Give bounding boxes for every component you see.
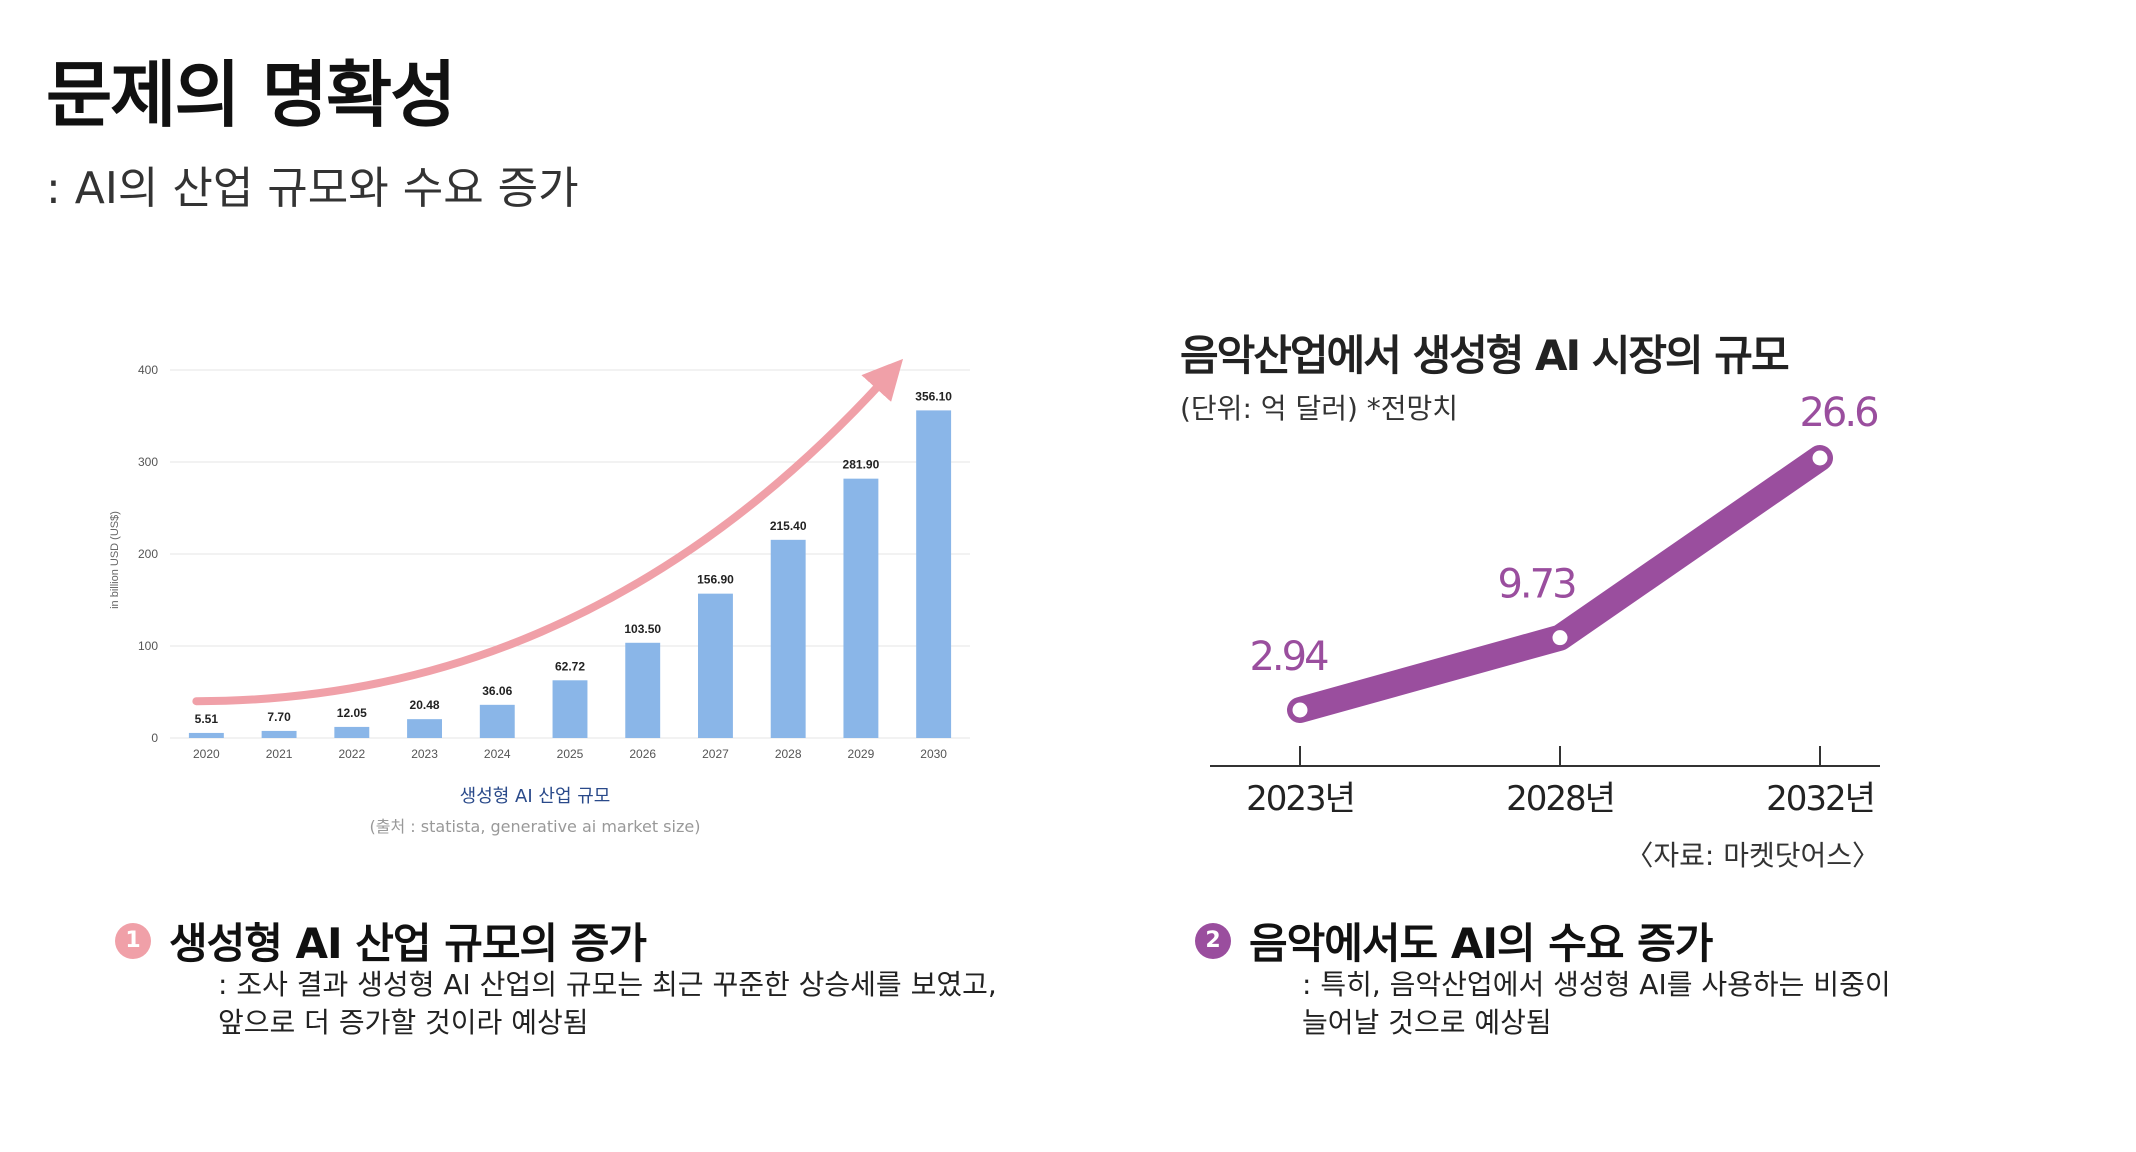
bar <box>698 593 733 738</box>
bar-data-label: 7.70 <box>267 710 291 724</box>
chart-caption-source: (출처 : statista, generative ai market siz… <box>370 817 701 836</box>
item-1-description: : 조사 결과 생성형 AI 산업의 규모는 최근 꾸준한 상승세를 보였고, … <box>218 968 997 1039</box>
item-2-number-badge: 2 <box>1195 922 1231 959</box>
bar <box>916 410 952 738</box>
y-tick-label: 400 <box>138 363 158 377</box>
item-2-description: : 특히, 음악산업에서 생성형 AI를 사용하는 비중이 늘어날 것으로 예상… <box>1302 968 1891 1039</box>
item-2-title: 음악에서도 AI의 수요 증가 <box>1249 919 1713 968</box>
y-tick-label: 200 <box>138 547 158 561</box>
bar-data-label: 281.90 <box>843 458 880 472</box>
x-tick-label: 2023 <box>411 747 438 761</box>
bar <box>843 478 879 738</box>
chart2-subtitle: (단위: 억 달러) *전망치 <box>1180 392 1458 425</box>
data-point <box>1809 447 1831 469</box>
growth-trend-arrow <box>192 358 904 706</box>
x-tick-label: 2028 <box>775 747 802 761</box>
bar-data-label: 215.40 <box>770 519 807 533</box>
item-2-heading: 2 음악에서도 AI의 수요 증가 <box>1195 910 1713 971</box>
x-tick-label: 2025 <box>557 747 584 761</box>
bar-data-label: 36.06 <box>482 684 512 698</box>
x-tick-label: 2030 <box>920 747 947 761</box>
data-point <box>1549 627 1571 649</box>
bar-data-label: 156.90 <box>697 573 734 587</box>
x-tick-label: 2032년 <box>1766 779 1874 819</box>
chart2-title: 음악산업에서 생성형 AI 시장의 규모 <box>1180 331 1789 380</box>
bar-data-label: 5.51 <box>195 712 219 726</box>
y-tick-label: 100 <box>138 639 158 653</box>
page-subtitle: : AI의 산업 규모와 수요 증가 <box>46 163 579 214</box>
y-axis-label: in billion USD (US$) <box>109 511 121 609</box>
x-tick-label: 2026 <box>629 747 656 761</box>
data-value-label: 2.94 <box>1249 634 1328 680</box>
x-tick-label: 2024 <box>484 747 511 761</box>
bar <box>261 730 297 738</box>
page-title: 문제의 명확성 <box>46 53 457 137</box>
data-value-label: 26.6 <box>1799 390 1877 436</box>
y-tick-label: 300 <box>138 455 158 469</box>
bar-data-label: 20.48 <box>410 698 440 712</box>
bar-data-label: 62.72 <box>555 659 585 673</box>
music-ai-market-line-chart: 음악산업에서 생성형 AI 시장의 규모 (단위: 억 달러) *전망치 202… <box>1180 331 1880 872</box>
item-1-heading: 1 생성형 AI 산업 규모의 증가 <box>115 910 647 971</box>
bar <box>770 539 806 738</box>
bar-data-label: 356.10 <box>915 389 952 403</box>
bar-data-label: 103.50 <box>624 622 661 636</box>
x-tick-label: 2029 <box>848 747 875 761</box>
bar <box>188 732 224 738</box>
bar <box>479 704 515 738</box>
bar <box>552 680 588 738</box>
bar <box>334 726 370 738</box>
bar-data-label: 12.05 <box>337 706 367 720</box>
y-tick-label: 0 <box>151 731 158 745</box>
x-tick-label: 2022 <box>338 747 365 761</box>
generative-ai-market-bar-chart: 0 100 200 300 400 5.51 2020 7.70 2021 12.05 2022 2… <box>109 358 970 836</box>
bar <box>407 719 442 738</box>
chart2-source: 〈자료: 마켓닷어스〉 <box>1625 839 1880 872</box>
data-point <box>1289 699 1311 721</box>
bar <box>625 642 661 738</box>
item-1-number-badge: 1 <box>115 922 151 959</box>
x-tick-label: 2021 <box>266 747 293 761</box>
chart-caption-title: 생성형 AI 산업 규모 <box>460 786 611 807</box>
data-value-label: 9.73 <box>1497 562 1575 608</box>
item-1-title: 생성형 AI 산업 규모의 증가 <box>169 919 647 968</box>
x-tick-label: 2027 <box>702 747 729 761</box>
x-tick-label: 2020 <box>193 747 220 761</box>
x-tick-label: 2028년 <box>1506 779 1614 819</box>
x-tick-label: 2023년 <box>1246 779 1354 819</box>
